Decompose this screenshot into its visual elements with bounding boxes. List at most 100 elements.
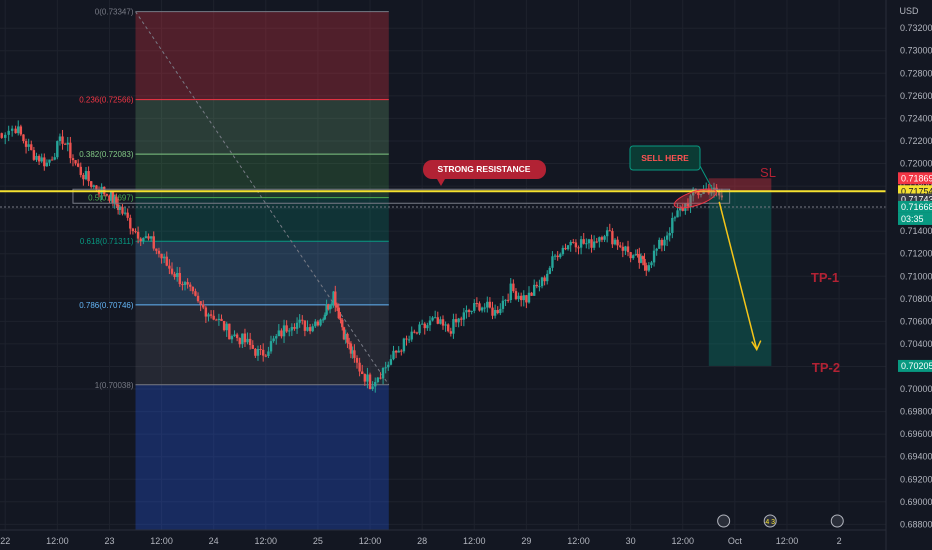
candle-body bbox=[45, 162, 49, 167]
candle-body bbox=[663, 239, 666, 246]
candle-body bbox=[574, 242, 578, 248]
candle-body bbox=[634, 254, 638, 256]
candle-body bbox=[519, 295, 523, 301]
price-axis[interactable]: 0.73200 0.73000 0.72800 0.72600 0.72400 0.722… bbox=[885, 0, 932, 550]
candle-body bbox=[126, 212, 129, 218]
candle-body bbox=[109, 191, 113, 201]
price-tick-label: 0.73200 bbox=[900, 23, 932, 33]
time-tick-label: 12:00 bbox=[359, 536, 382, 546]
candle-body bbox=[478, 303, 481, 311]
candle-body bbox=[384, 367, 387, 369]
candle-body bbox=[342, 327, 346, 340]
candle-body bbox=[514, 291, 518, 300]
candle-body bbox=[160, 253, 163, 259]
candle-body bbox=[71, 158, 75, 161]
candle-body bbox=[183, 282, 187, 286]
fib-zone bbox=[135, 304, 389, 385]
candle-body bbox=[115, 196, 118, 205]
candle-body bbox=[603, 236, 606, 240]
candle-body bbox=[238, 337, 241, 345]
candle-body bbox=[699, 193, 703, 196]
candle-body bbox=[105, 194, 109, 196]
time-tick-label: 12:00 bbox=[255, 536, 278, 546]
candle-body bbox=[118, 207, 122, 210]
candle-body bbox=[346, 333, 349, 343]
time-tick-label: 22 bbox=[0, 536, 10, 546]
candle-body bbox=[178, 272, 182, 285]
candle-body bbox=[400, 350, 403, 352]
candle-body bbox=[488, 301, 492, 308]
candle-body bbox=[517, 295, 520, 300]
candle-body bbox=[647, 265, 651, 271]
candle-body bbox=[553, 255, 557, 257]
economic-event-icon[interactable] bbox=[717, 514, 731, 528]
candle-body bbox=[74, 160, 77, 164]
candle-body bbox=[168, 265, 171, 269]
time-tick-label: 29 bbox=[521, 536, 531, 546]
sell-zone-ellipse bbox=[673, 188, 717, 209]
candle-body bbox=[397, 350, 400, 353]
candle-body bbox=[82, 174, 85, 180]
candle-body bbox=[319, 319, 322, 326]
candle-body bbox=[311, 326, 314, 332]
candle-body bbox=[585, 243, 588, 245]
candle-body bbox=[436, 317, 439, 324]
price-axis-tag-text: 0.71743 bbox=[901, 194, 932, 204]
candle-body bbox=[217, 318, 221, 321]
candle-body bbox=[613, 239, 617, 245]
time-axis[interactable]: 22 12:00 23 12:00 24 12:00 25 12:00 28 12:00 29 12:… bbox=[0, 514, 886, 546]
candle-body bbox=[431, 317, 434, 321]
economic-event-icon[interactable] bbox=[763, 514, 777, 528]
candle-body bbox=[379, 377, 382, 379]
resistance-box bbox=[72, 188, 731, 204]
price-tick-label: 0.72200 bbox=[900, 136, 932, 146]
price-axis-tag[interactable] bbox=[898, 212, 932, 225]
price-axis-tag[interactable] bbox=[898, 172, 932, 185]
price-axis-tag-text: 0.71869 bbox=[901, 173, 932, 183]
price-axis-tag-text: 0.70205 bbox=[901, 361, 932, 371]
economic-event-icon[interactable] bbox=[830, 514, 844, 528]
candle-body bbox=[439, 319, 442, 324]
candle-body bbox=[261, 349, 265, 356]
candle-body bbox=[619, 245, 622, 247]
candle-body bbox=[199, 301, 202, 305]
price-tick-label: 0.71200 bbox=[900, 249, 932, 259]
candle-body bbox=[582, 239, 585, 244]
time-tick-label: 30 bbox=[626, 536, 636, 546]
candle-body bbox=[413, 331, 416, 333]
candle-body bbox=[254, 348, 257, 356]
stop-loss-label: SL bbox=[760, 165, 776, 180]
candle-body bbox=[48, 159, 51, 163]
fib-retracement[interactable]: 0(0.73347) 0.236(0.72566) 0.382(0.72083) 0.… bbox=[79, 8, 390, 530]
fib-level-label: 1(0.70038) bbox=[95, 381, 134, 390]
candle-body bbox=[543, 277, 546, 282]
candle-body bbox=[170, 268, 174, 274]
candle-body bbox=[314, 321, 317, 327]
candle-body bbox=[689, 195, 692, 207]
candle-body bbox=[420, 323, 424, 325]
candle-body bbox=[332, 291, 335, 304]
candle-body bbox=[423, 323, 426, 329]
sell-here-pointer bbox=[699, 165, 714, 191]
candle-body bbox=[483, 307, 486, 309]
candle-body bbox=[321, 319, 325, 321]
candle-body bbox=[441, 319, 445, 326]
candle-body bbox=[301, 319, 304, 321]
candle-body bbox=[387, 364, 390, 368]
candle-body bbox=[295, 322, 299, 329]
candle-body bbox=[527, 292, 531, 303]
candle-body bbox=[632, 255, 635, 259]
candle-body bbox=[569, 241, 572, 246]
candle-body bbox=[363, 374, 367, 382]
candle-body bbox=[616, 239, 619, 246]
price-axis-tag[interactable] bbox=[898, 200, 932, 213]
candle-body bbox=[24, 141, 28, 147]
candle-body bbox=[454, 319, 458, 323]
candle-body bbox=[272, 338, 275, 342]
candle-body bbox=[165, 256, 168, 266]
candle-body bbox=[243, 333, 247, 343]
candle-body bbox=[351, 350, 354, 354]
price-axis-tag[interactable] bbox=[898, 359, 932, 372]
candle-body bbox=[176, 272, 179, 278]
